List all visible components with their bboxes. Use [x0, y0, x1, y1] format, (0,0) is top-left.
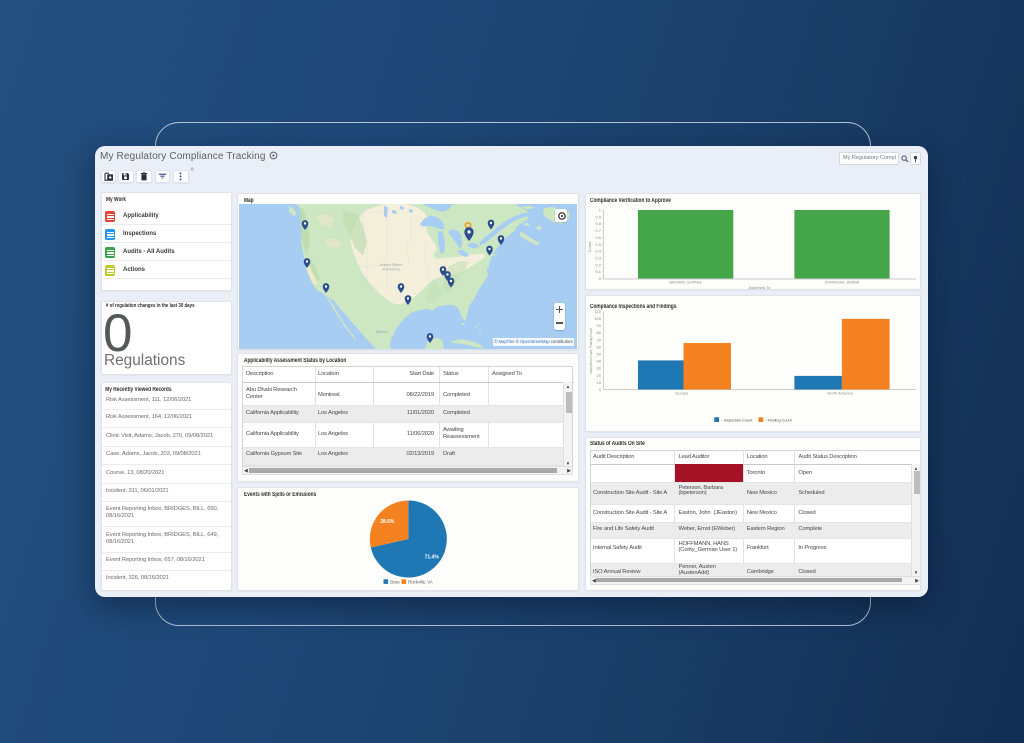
svg-text:110: 110 [595, 309, 602, 314]
svg-text:71.4%: 71.4% [425, 554, 440, 560]
svg-text:28.6%: 28.6% [380, 519, 395, 525]
svg-text:Count: Count [587, 241, 592, 253]
svg-text:10: 10 [597, 380, 602, 385]
svg-text:0.9: 0.9 [595, 214, 601, 219]
svg-text:JOHNSON, JENNA: JOHNSON, JENNA [825, 279, 860, 284]
svg-text:Mexico: Mexico [376, 330, 388, 334]
svg-text:70: 70 [597, 337, 602, 342]
svg-text:20: 20 [597, 373, 602, 378]
svg-text:United States: United States [380, 263, 403, 267]
svg-text:North America: North America [827, 391, 853, 396]
svg-text:0.5: 0.5 [595, 242, 601, 247]
svg-text:0.8: 0.8 [595, 221, 601, 226]
svg-text:30: 30 [597, 366, 602, 371]
svg-text:90: 90 [597, 323, 602, 328]
svg-text:Rockville, VA: Rockville, VA [408, 579, 433, 584]
svg-text:0: 0 [599, 276, 602, 281]
svg-text:60: 60 [597, 344, 602, 349]
svg-text:0.2: 0.2 [595, 262, 601, 267]
svg-text:Boss: Boss [390, 579, 399, 584]
svg-text:0.3: 0.3 [595, 256, 601, 261]
svg-text:- Inspection Count: - Inspection Count [722, 418, 754, 423]
svg-text:80: 80 [597, 330, 602, 335]
svg-text:- Finding Count: - Finding Count [766, 418, 793, 423]
svg-text:0.1: 0.1 [595, 269, 601, 274]
svg-text:Inspection Count, Finding Coun: Inspection Count, Finding Count [589, 328, 593, 374]
svg-text:0.7: 0.7 [595, 228, 601, 233]
svg-text:0: 0 [599, 387, 602, 392]
svg-text:50: 50 [597, 352, 602, 357]
svg-text:Assigned To: Assigned To [749, 285, 771, 290]
svg-text:1: 1 [599, 208, 602, 213]
svg-text:0.6: 0.6 [595, 235, 601, 240]
svg-text:100: 100 [594, 316, 601, 321]
svg-text:40: 40 [597, 359, 602, 364]
svg-text:of America: of America [382, 268, 401, 272]
svg-text:Europe: Europe [676, 391, 690, 396]
svg-text:0.4: 0.4 [595, 249, 601, 254]
svg-text:BROWN, SOPHIE: BROWN, SOPHIE [669, 279, 702, 284]
